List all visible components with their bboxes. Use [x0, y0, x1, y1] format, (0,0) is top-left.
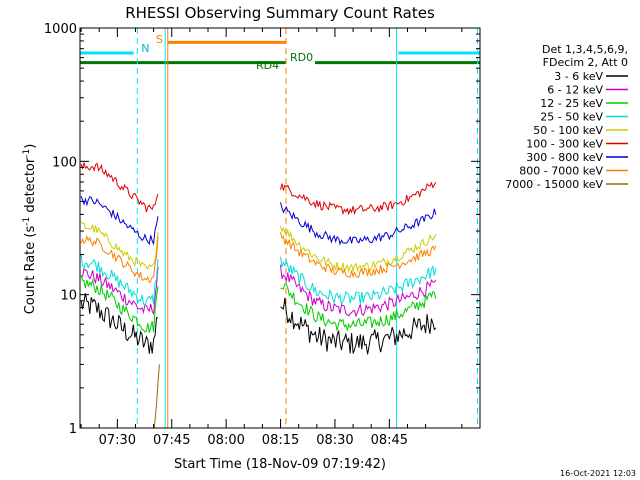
y-axis-label-end: ): [23, 144, 38, 149]
y-tick-label: 1: [69, 422, 77, 437]
x-tick-label: 07:30: [99, 433, 136, 448]
legend-label: 7000 - 15000 keV: [505, 178, 603, 191]
y-axis-label-mid: detector: [23, 157, 38, 217]
legend-label: 25 - 50 keV: [540, 111, 603, 124]
timestamp: 16-Oct-2021 12:03: [560, 469, 636, 478]
plot-frame: [79, 27, 481, 429]
y-tick-label: 10: [60, 289, 77, 304]
legend-header-line-1: Det 1,3,4,5,6,9,: [542, 43, 628, 56]
x-tick-label: 08:30: [316, 433, 353, 448]
night-flag-label: N: [141, 42, 149, 55]
series-7000-15000-kev: [153, 364, 160, 429]
x-axis-label: Start Time (18-Nov-09 07:19:42): [174, 457, 386, 472]
chart-title: RHESSI Observing Summary Count Rates: [125, 4, 435, 22]
series-3-6-kev: [80, 293, 437, 355]
y-axis-label-sup2: -1: [22, 149, 32, 158]
series-50-100-kev: [80, 221, 437, 273]
x-tick-label: 08:15: [262, 433, 299, 448]
x-tick-label: 08:45: [371, 433, 408, 448]
legend-header-line-2: FDecim 2, Att 0: [543, 56, 628, 69]
series-25-50-kev: [80, 254, 437, 307]
legend-label: 3 - 6 keV: [554, 70, 603, 83]
legend-label: 6 - 12 keV: [547, 84, 603, 97]
y-axis-label: Count Rate (s-1 detector-1): [22, 144, 38, 315]
x-tick-label: 07:45: [153, 433, 190, 448]
y-tick-label: 100: [52, 155, 77, 170]
y-tick-label: 1000: [44, 22, 77, 37]
series-800-7000-kev: [80, 232, 437, 284]
x-tick-label: 08:00: [207, 433, 244, 448]
y-axis-label-sup1: -1: [22, 217, 32, 226]
rd4-label: RD4: [256, 59, 279, 72]
series-12-25-kev: [80, 275, 437, 333]
legend-label: 300 - 800 keV: [526, 151, 603, 164]
legend-label: 12 - 25 keV: [540, 97, 603, 110]
legend-label: 800 - 7000 keV: [519, 165, 603, 178]
rd0-label: RD0: [290, 51, 313, 64]
series-300-800-kev: [80, 195, 437, 246]
series-100-300-kev: [80, 161, 437, 216]
legend-label: 100 - 300 keV: [526, 138, 603, 151]
saa-flag-label: S: [156, 33, 163, 46]
legend-label: 50 - 100 keV: [533, 124, 603, 137]
y-axis-label-text: Count Rate (s: [23, 226, 38, 315]
